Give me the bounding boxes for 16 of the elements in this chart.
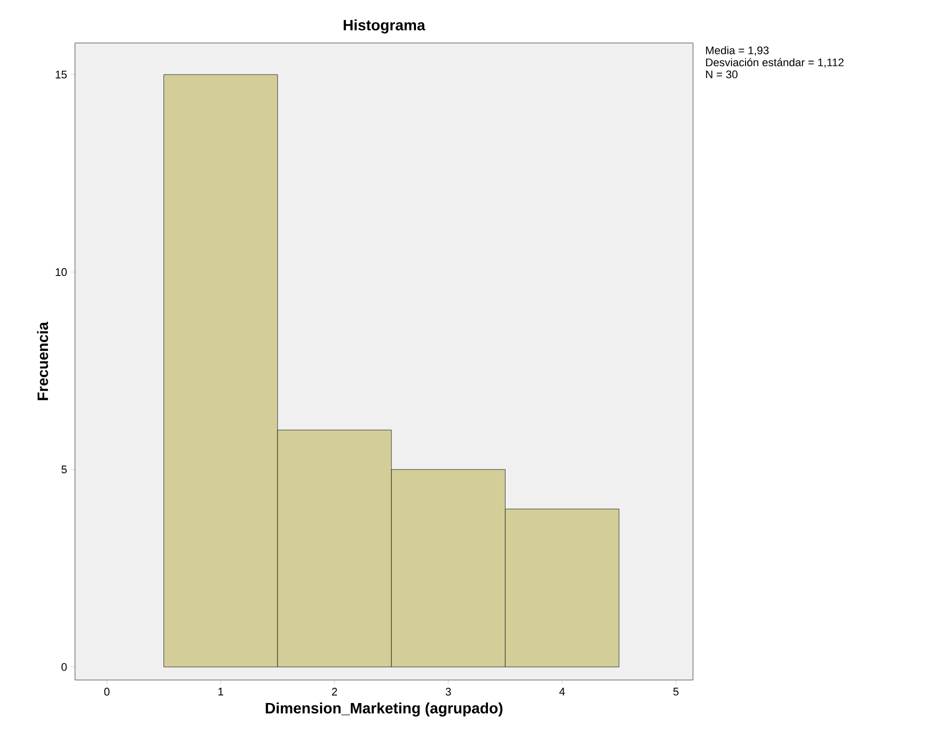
y-tick-label: 15 bbox=[56, 70, 67, 78]
x-tick-label: 5 bbox=[673, 688, 679, 696]
y-tick-label: 5 bbox=[62, 466, 67, 474]
text: Media = 1,93 bbox=[706, 46, 769, 56]
x-tick-label: 3 bbox=[446, 688, 451, 696]
text: N = 30 bbox=[706, 70, 738, 78]
x-axis-title: Dimension_Marketing (agrupado) bbox=[266, 702, 502, 717]
y-tick-label: 10 bbox=[56, 268, 67, 276]
x-tick-label: 0 bbox=[104, 688, 110, 696]
x-tick-label: 2 bbox=[332, 688, 338, 696]
y-tick-label: 0 bbox=[62, 663, 67, 671]
x-tick-label: 1 bbox=[218, 688, 224, 696]
chart-title: Histograma bbox=[344, 19, 426, 34]
text: Desviación estándar = 1,112 bbox=[706, 58, 844, 68]
x-tick-label: 4 bbox=[559, 688, 565, 696]
y-axis-title: Frecuencia bbox=[37, 322, 48, 400]
